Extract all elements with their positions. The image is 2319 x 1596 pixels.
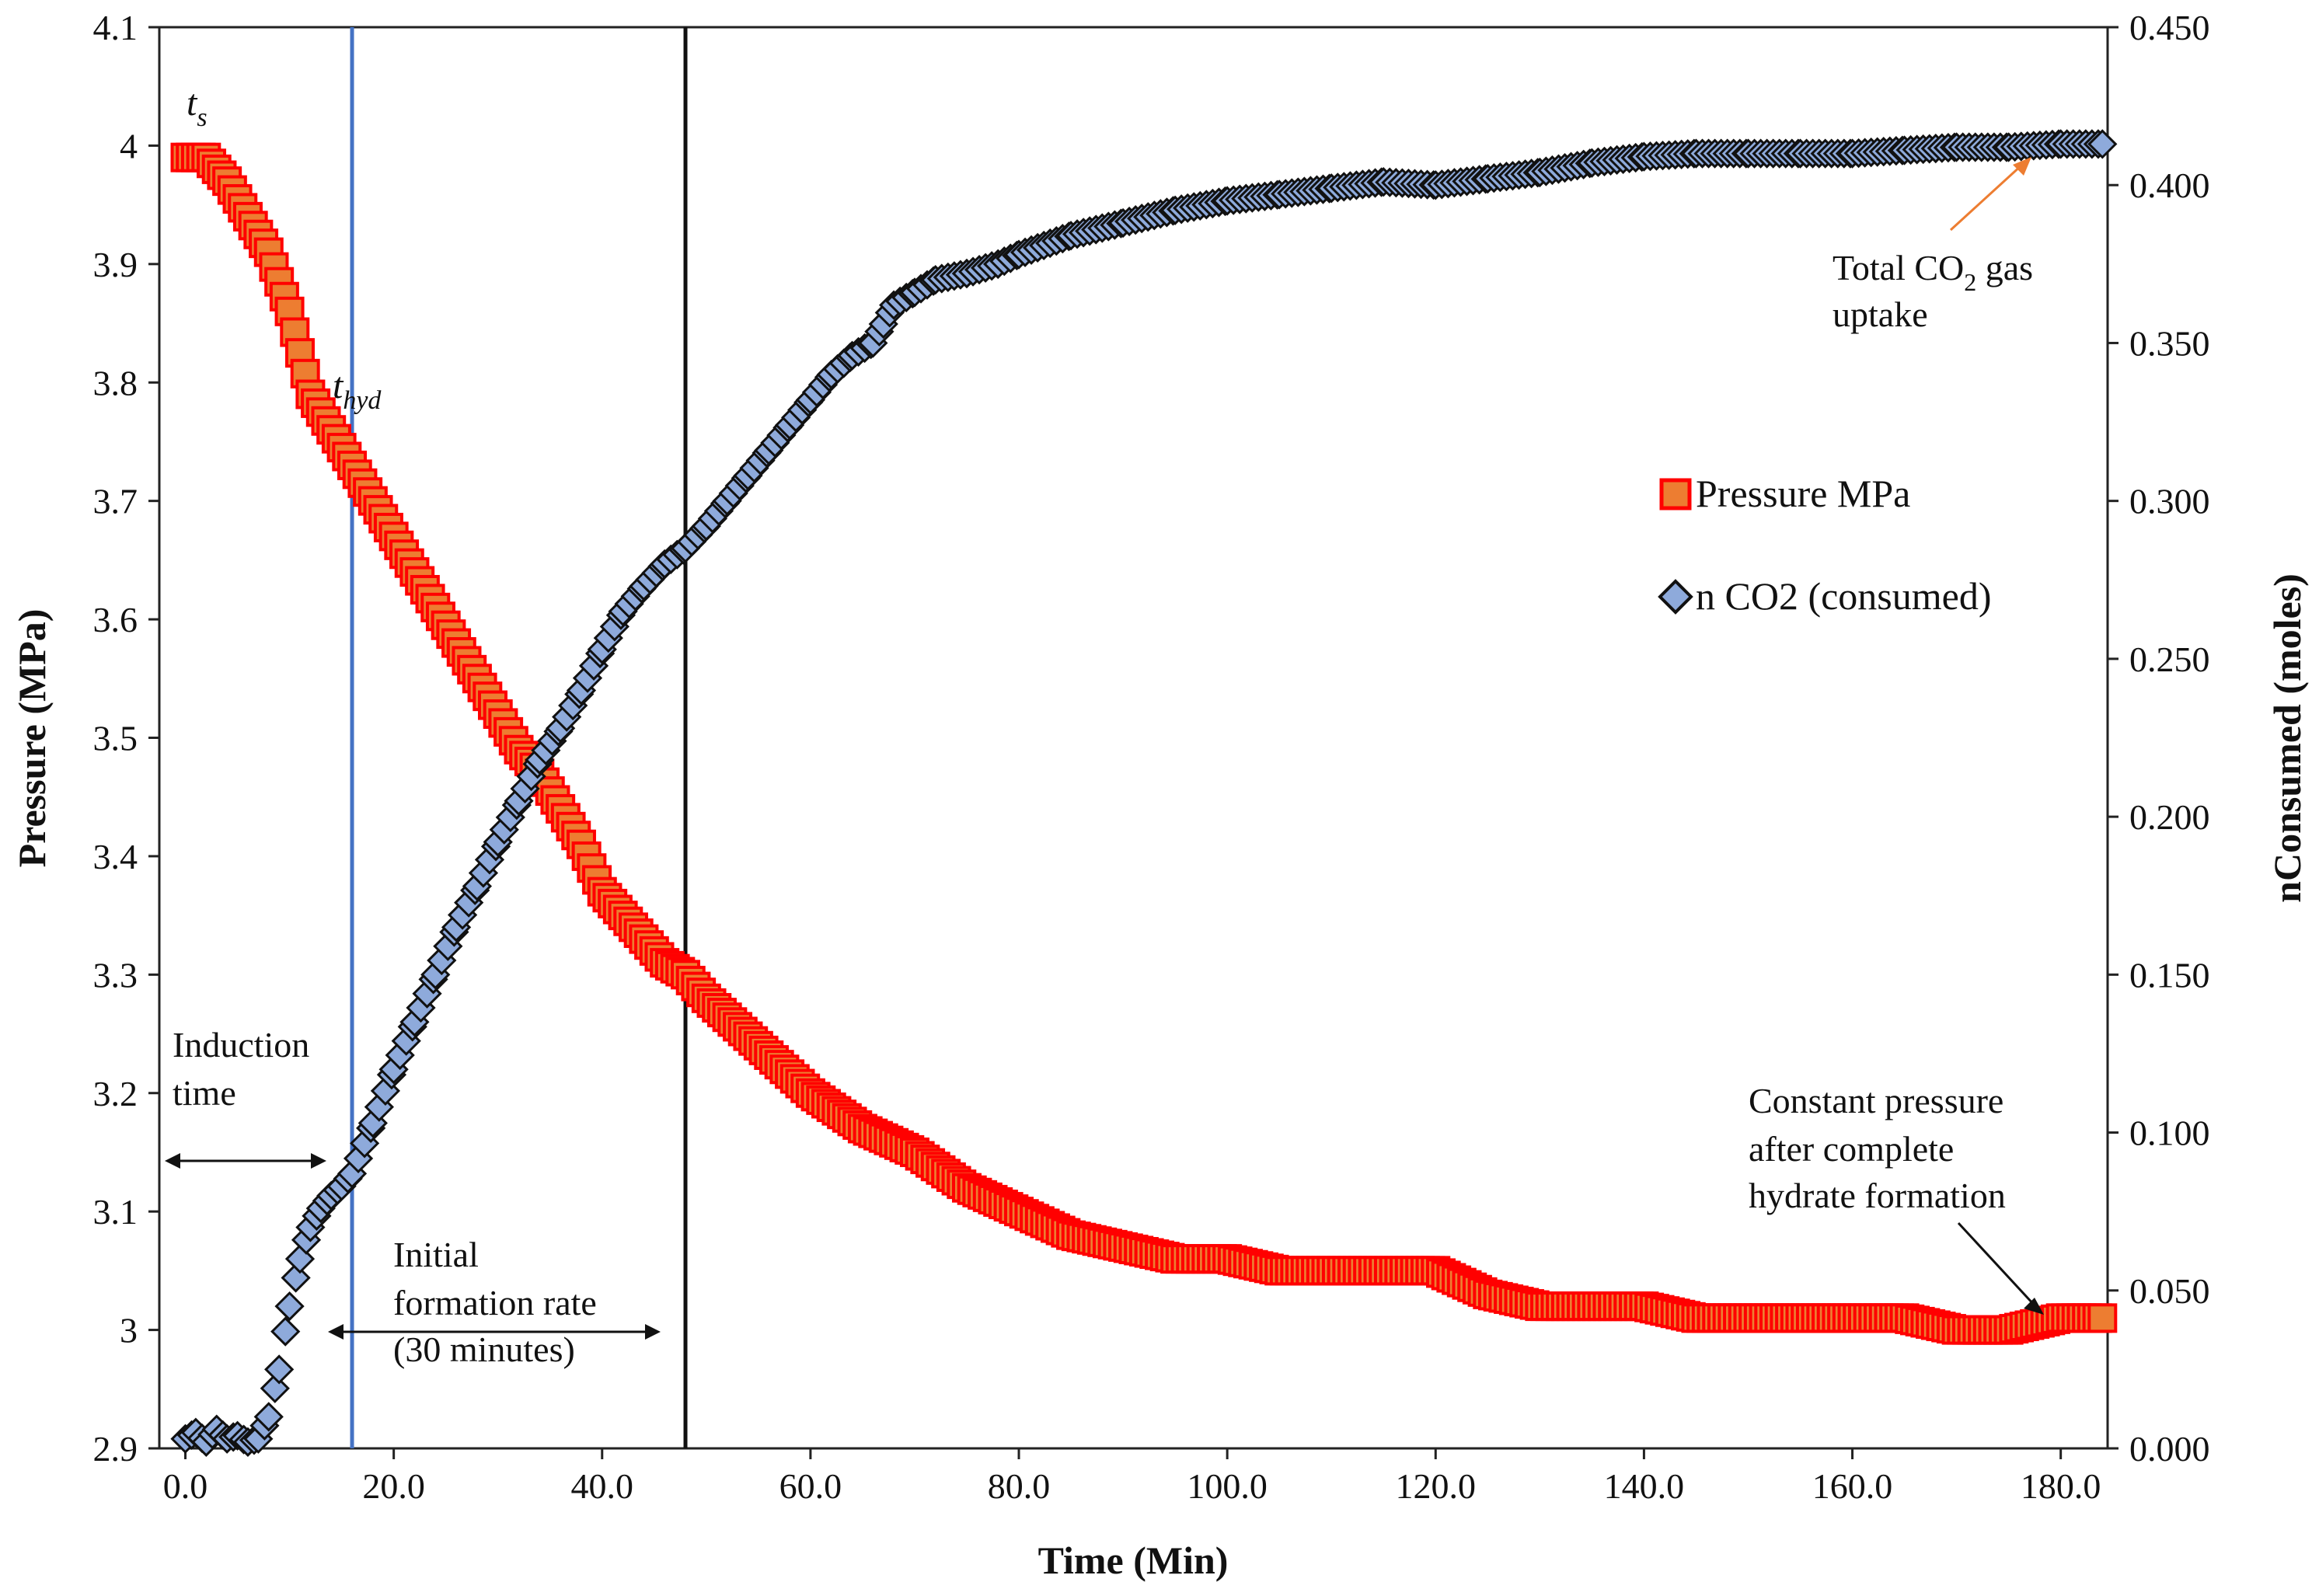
legend: Pressure MPa n CO2 (consumed) xyxy=(1658,472,1992,618)
legend-nco2-label: n CO2 (consumed) xyxy=(1696,574,1992,618)
nco2-point xyxy=(264,1354,295,1385)
nco2-point xyxy=(270,1316,301,1347)
nco2-point xyxy=(2087,129,2118,159)
x-tick-label: 180.0 xyxy=(2021,1466,2101,1506)
x-axis: 0.0 20.0 40.0 60.0 80.0 100.0 120.0 140.0 160.0 1… xyxy=(163,1448,2101,1506)
right-y-tick-label: 0.250 xyxy=(2129,639,2210,679)
ts-label: ts xyxy=(187,82,207,132)
x-tick-label: 160.0 xyxy=(1812,1466,1893,1506)
left-y-tick-label: 3.9 xyxy=(93,245,138,284)
thyd-sub: hyd xyxy=(343,386,382,415)
x-tick-label: 80.0 xyxy=(988,1466,1051,1506)
induction-line2: time xyxy=(173,1073,236,1113)
left-y-tick-label: 3.3 xyxy=(93,955,138,995)
right-y-tick-label: 0.150 xyxy=(2129,955,2210,995)
left-y-tick-label: 4 xyxy=(120,126,138,166)
constant-line1: Constant pressure xyxy=(1749,1081,2003,1120)
right-y-axis-title: nConsumed (moles) xyxy=(2265,573,2309,903)
x-tick-label: 100.0 xyxy=(1187,1466,1268,1506)
left-y-axis-title: Pressure (MPa) xyxy=(10,609,54,868)
left-y-tick-label: 3.5 xyxy=(93,719,138,758)
x-tick-label: 20.0 xyxy=(362,1466,425,1506)
left-y-tick-label: 3 xyxy=(120,1311,138,1350)
right-y-tick-label: 0.450 xyxy=(2129,8,2210,47)
total-line1-sub: 2 xyxy=(1964,268,1976,296)
thyd-label: thyd xyxy=(333,365,382,415)
initial-line3: (30 minutes) xyxy=(393,1329,575,1369)
constant-arrow xyxy=(1957,1221,2044,1315)
left-y-tick-label: 3.4 xyxy=(93,837,138,876)
legend-nco2-marker xyxy=(1658,579,1693,615)
right-y-tick-label: 0.050 xyxy=(2129,1271,2210,1311)
legend-pressure-marker xyxy=(1659,478,1692,511)
x-tick-label: 120.0 xyxy=(1396,1466,1477,1506)
total-line2: uptake xyxy=(1833,294,1928,334)
left-y-axis: 2.9 3 3.1 3.2 3.3 3.4 3.5 3.6 3.7 3.8 3.9 4 4.1 xyxy=(93,8,159,1469)
left-y-tick-label: 2.9 xyxy=(93,1429,138,1469)
pressure-series xyxy=(170,142,2118,1345)
total-line1: Total CO2 gas xyxy=(1833,248,2033,296)
ts-main: t xyxy=(187,82,198,124)
x-tick-label: 140.0 xyxy=(1604,1466,1685,1506)
right-y-tick-label: 0.350 xyxy=(2129,323,2210,363)
induction-arrow xyxy=(165,1153,326,1169)
left-y-tick-label: 3.1 xyxy=(93,1192,138,1232)
right-y-tick-label: 0.000 xyxy=(2129,1429,2210,1469)
left-y-tick-label: 3.7 xyxy=(93,482,138,521)
constant-line2: after complete xyxy=(1749,1129,1954,1169)
right-y-tick-label: 0.200 xyxy=(2129,797,2210,837)
vertical-lines xyxy=(350,27,688,1448)
initial-rate-arrow xyxy=(328,1324,661,1340)
total-line1-a: Total CO xyxy=(1833,248,1964,287)
x-tick-label: 60.0 xyxy=(779,1466,842,1506)
x-axis-title: Time (Min) xyxy=(1038,1539,1229,1582)
x-tick-label: 0.0 xyxy=(163,1466,208,1506)
left-y-tick-label: 3.8 xyxy=(93,363,138,402)
right-y-tick-label: 0.300 xyxy=(2129,482,2210,521)
left-y-tick-label: 3.2 xyxy=(93,1074,138,1113)
right-y-tick-label: 0.400 xyxy=(2129,166,2210,205)
total-line1-b: gas xyxy=(1976,248,2033,287)
nco2-point xyxy=(274,1291,305,1322)
pressure-point xyxy=(2087,1303,2118,1333)
thyd-main: t xyxy=(333,365,344,406)
right-y-tick-label: 0.100 xyxy=(2129,1113,2210,1153)
left-y-tick-label: 3.6 xyxy=(93,600,138,639)
constant-line3: hydrate formation xyxy=(1749,1176,2006,1215)
x-tick-label: 40.0 xyxy=(571,1466,634,1506)
left-y-tick-label: 4.1 xyxy=(93,8,138,47)
total-arrow xyxy=(1949,157,2031,232)
initial-line2: formation rate xyxy=(393,1283,597,1322)
ts-sub: s xyxy=(197,103,207,132)
nco2-point xyxy=(253,1402,284,1432)
nco2-series xyxy=(170,129,2118,1457)
right-y-axis: 0.000 0.050 0.100 0.150 0.200 0.250 0.300 0.350… xyxy=(2108,8,2210,1469)
induction-line1: Induction xyxy=(173,1025,309,1065)
legend-pressure-label: Pressure MPa xyxy=(1696,472,1910,515)
initial-line1: Initial xyxy=(393,1235,479,1274)
